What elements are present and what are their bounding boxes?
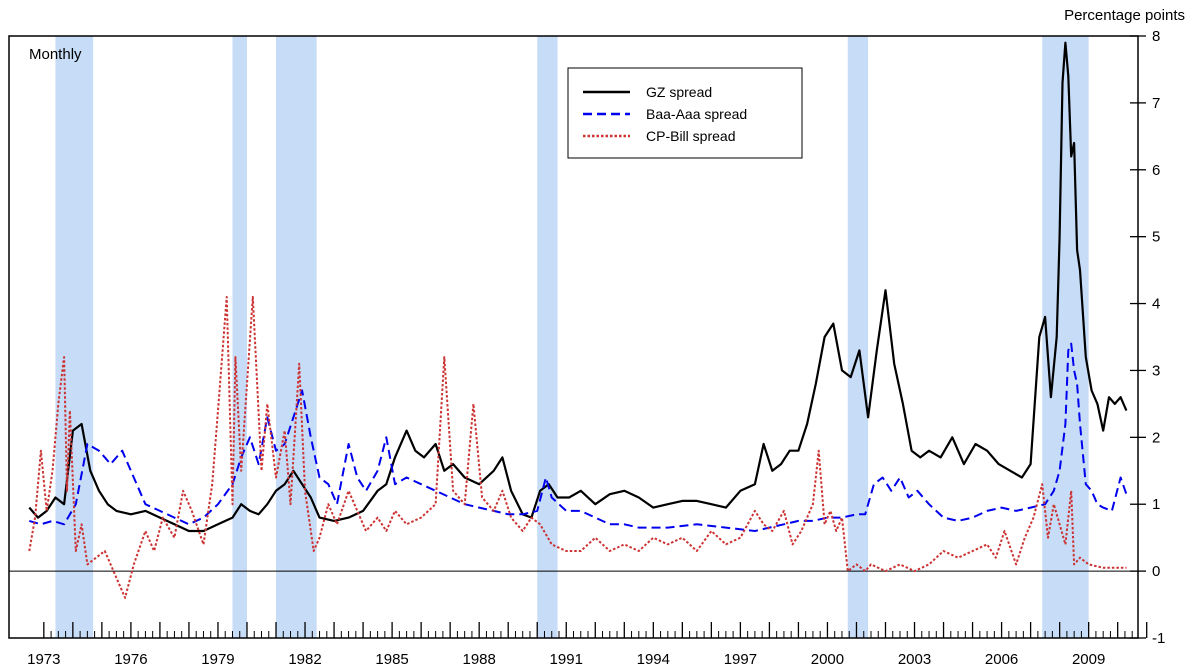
x-tick-label: 1994 xyxy=(637,651,670,668)
recession-band xyxy=(276,36,317,638)
legend-box xyxy=(567,67,803,159)
legend-label-gz: GZ spread xyxy=(646,84,712,100)
y-tick-label: 6 xyxy=(1152,162,1160,179)
legend-label-cp: CP-Bill spread xyxy=(646,128,735,144)
x-tick-label: 1982 xyxy=(288,651,321,668)
x-axis-ticks: 1973 1976 1979 1982 1985 1988 1991 1994 1997 2000… xyxy=(27,622,1148,668)
y-tick-label: 2 xyxy=(1152,429,1160,446)
series-line-0 xyxy=(28,41,1128,533)
y-tick-label: 4 xyxy=(1152,296,1160,313)
x-tick-label: 2000 xyxy=(811,651,844,668)
frequency-label: Monthly xyxy=(29,46,82,63)
x-tick-label: 2003 xyxy=(898,651,931,668)
y-tick-label: 8 xyxy=(1152,28,1160,45)
recession-band xyxy=(232,36,247,638)
y-tick-label: 0 xyxy=(1152,563,1160,580)
y-tick-label: 1 xyxy=(1152,496,1160,513)
y-tick-label: 7 xyxy=(1152,95,1160,112)
recession-band xyxy=(537,36,558,638)
x-tick-label: 2009 xyxy=(1072,651,1105,668)
y-axis-ticks: -1 0 1 2 3 4 5 6 7 8 xyxy=(1130,28,1165,647)
recession-band xyxy=(55,36,94,638)
x-tick-label: 2006 xyxy=(985,651,1018,668)
x-tick-label: 1991 xyxy=(550,651,583,668)
x-tick-label: 1997 xyxy=(724,651,757,668)
series-line-2 xyxy=(28,295,1127,599)
x-tick-label: 1976 xyxy=(114,651,147,668)
x-tick-label: 1985 xyxy=(375,651,408,668)
recession-band xyxy=(1042,36,1089,638)
legend-label-baa: Baa-Aaa spread xyxy=(646,106,747,122)
series-line-1 xyxy=(29,342,1128,532)
recession-band xyxy=(847,36,869,638)
y-tick-label: 3 xyxy=(1152,362,1160,379)
y-tick-label: 5 xyxy=(1152,229,1160,246)
legend: GZ spread Baa-Aaa spread CP-Bill spread xyxy=(567,67,803,159)
x-tick-label: 1973 xyxy=(27,651,60,668)
y-axis-label: Percentage points xyxy=(1064,7,1185,24)
x-tick-label: 1988 xyxy=(462,651,495,668)
series-lines xyxy=(28,41,1128,599)
y-tick-label: -1 xyxy=(1152,630,1165,647)
x-tick-label: 1979 xyxy=(201,651,234,668)
